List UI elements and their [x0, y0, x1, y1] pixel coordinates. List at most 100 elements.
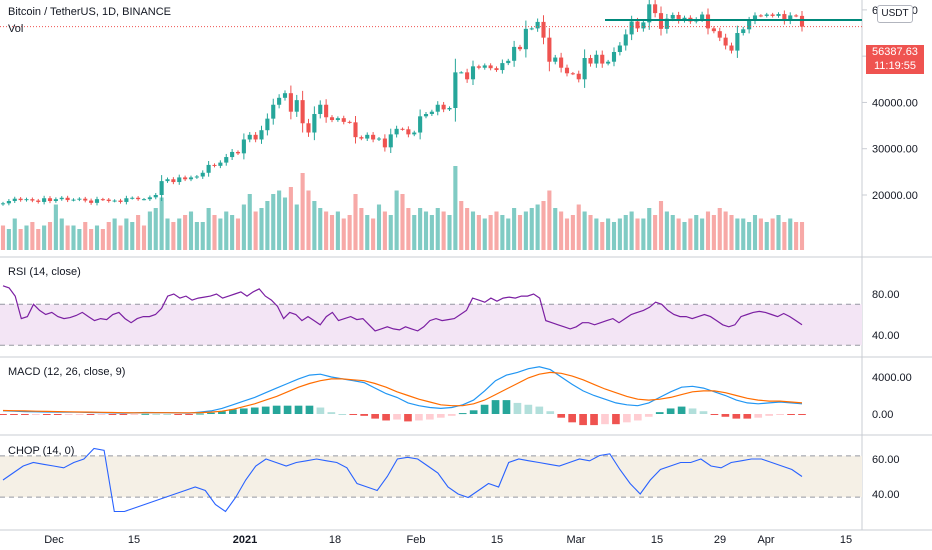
candle-body: [564, 67, 570, 74]
candle-body: [94, 199, 100, 203]
volume-bar: [670, 215, 675, 250]
candle-body: [18, 198, 23, 201]
macd-tick-label: 0.00: [872, 409, 893, 421]
candle-body: [306, 123, 311, 133]
currency-badge[interactable]: USDT: [877, 5, 913, 23]
macd-histogram-bar: [601, 414, 609, 425]
macd-histogram-bar: [349, 414, 358, 415]
volume-bar: [306, 190, 311, 250]
volume-bar: [253, 211, 258, 250]
volume-bar: [476, 215, 481, 250]
candle-body: [130, 197, 135, 199]
volume-bar: [547, 190, 552, 250]
volume-bar: [459, 201, 464, 250]
candle-body: [165, 179, 170, 182]
candle-body: [623, 34, 628, 46]
volume-bar: [717, 208, 722, 250]
macd-histogram-bar: [86, 414, 95, 415]
volume-bar: [465, 208, 470, 250]
symbol-title: Bitcoin / TetherUS, 1D, BINANCE: [8, 6, 172, 18]
volume-bar: [682, 222, 687, 250]
volume-bar: [106, 222, 111, 250]
chop-line: [2, 447, 803, 513]
rsi-title: RSI (14, close): [8, 266, 81, 278]
candle-body: [541, 21, 546, 38]
macd-histogram-bar: [710, 414, 719, 415]
candle-body: [235, 151, 241, 154]
macd-histogram-bar: [283, 405, 292, 414]
candle-body: [335, 118, 340, 121]
candle-body: [347, 121, 352, 123]
volume-bar: [218, 218, 223, 250]
volume-bar: [764, 222, 769, 250]
volume-bar: [394, 190, 399, 250]
volume-bar: [705, 211, 711, 250]
candle-body: [194, 176, 199, 178]
countdown-label: 11:19:55: [866, 59, 924, 74]
macd-histogram-bar: [633, 414, 642, 421]
macd-histogram-bar: [721, 414, 730, 417]
volume-bar: [647, 208, 652, 250]
macd-histogram-bar: [436, 414, 445, 418]
volume-bar: [112, 218, 117, 250]
candle-body: [353, 122, 358, 138]
volume-bar: [247, 194, 252, 250]
volume-bar: [494, 211, 499, 250]
candle-body: [729, 45, 734, 51]
volume-bar: [36, 229, 41, 250]
volume-bar: [59, 218, 64, 250]
time-tick-label: 15: [128, 534, 140, 546]
candle-body: [723, 37, 728, 46]
candle-body: [294, 100, 299, 112]
candle-body: [617, 45, 622, 52]
candle-body: [253, 134, 258, 140]
volume-bar: [359, 208, 364, 250]
candle-body: [459, 72, 464, 74]
macd-histogram-bar: [393, 414, 401, 420]
macd-histogram-bar: [152, 413, 161, 415]
volume-bar: [171, 222, 176, 250]
candle-body: [271, 104, 276, 119]
chop-band: [0, 455, 862, 498]
volume-bar: [0, 225, 6, 250]
macd-histogram-bar: [677, 406, 686, 414]
macd-histogram-bar: [404, 414, 412, 422]
macd-histogram-bar: [207, 412, 215, 414]
macd-histogram-bar: [97, 414, 106, 415]
volume-bar: [277, 190, 282, 250]
chop-tick-label: 40.00: [872, 489, 900, 501]
candle-body: [359, 137, 364, 139]
macd-histogram-bar: [513, 402, 522, 414]
macd-histogram-bar: [272, 405, 281, 414]
volume-bar: [535, 204, 540, 250]
candle-body: [177, 177, 182, 183]
candle-body: [517, 46, 523, 50]
macd-histogram-bar: [10, 414, 18, 415]
volume-bar: [141, 225, 147, 250]
candle-body: [741, 29, 746, 34]
candle-body: [629, 21, 634, 35]
volume-bar: [177, 218, 182, 250]
candle-body: [705, 14, 711, 29]
volume-bar: [271, 194, 276, 250]
volume-bar: [406, 208, 411, 250]
volume-bar: [418, 208, 423, 250]
candle-body: [735, 33, 740, 51]
macd-histogram-bar: [754, 414, 763, 418]
volume-bar: [376, 204, 382, 250]
rsi-band: [0, 304, 862, 346]
signal-line: [2, 371, 803, 414]
rsi-tick-label: 40.00: [872, 330, 900, 342]
candle-body: [212, 164, 217, 166]
macd-histogram-bar: [294, 405, 303, 414]
candle-body: [776, 14, 781, 16]
candle-body: [171, 179, 176, 183]
candle-body: [206, 164, 211, 173]
candle-body: [241, 139, 246, 154]
macd-histogram-bar: [250, 407, 259, 414]
candle-body: [312, 114, 317, 133]
volume-bar: [71, 225, 76, 250]
time-tick-label: Dec: [44, 534, 64, 546]
candle-body: [324, 104, 329, 118]
